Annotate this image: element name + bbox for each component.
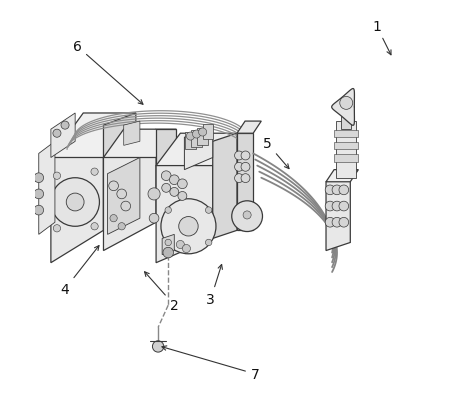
Circle shape [232,201,263,232]
Text: 4: 4 [61,246,99,296]
Circle shape [149,214,159,224]
Circle shape [178,192,187,201]
Circle shape [61,122,69,130]
Polygon shape [336,122,356,178]
Circle shape [51,178,100,227]
Polygon shape [39,142,55,235]
Circle shape [161,199,216,254]
Bar [202,125,213,140]
Circle shape [117,190,127,199]
Bar [185,133,196,150]
Circle shape [121,202,131,211]
Bar [191,131,202,148]
Circle shape [170,188,179,197]
Bar [31,207,39,214]
Circle shape [176,241,184,249]
Circle shape [235,163,244,172]
Circle shape [325,185,335,195]
Circle shape [148,188,160,200]
Circle shape [241,174,250,183]
Polygon shape [103,130,176,158]
Bar [197,129,208,146]
Polygon shape [184,126,213,170]
Circle shape [178,179,187,189]
Circle shape [199,129,207,137]
Polygon shape [103,130,156,251]
Text: 2: 2 [145,272,179,312]
Circle shape [325,202,335,211]
Polygon shape [213,134,237,239]
Bar [341,108,351,130]
Polygon shape [51,114,75,158]
Circle shape [241,151,250,160]
Text: 6: 6 [73,40,143,105]
Circle shape [162,184,171,193]
Circle shape [53,130,61,138]
Circle shape [110,215,117,222]
Text: 7: 7 [162,346,260,381]
Circle shape [91,223,98,230]
Polygon shape [332,90,355,126]
Circle shape [34,173,44,183]
Circle shape [53,225,61,232]
Circle shape [332,218,342,228]
Text: 1: 1 [372,20,391,55]
Circle shape [169,175,179,185]
Circle shape [66,194,84,211]
Text: 3: 3 [206,265,222,306]
Polygon shape [103,114,136,231]
Circle shape [179,217,198,237]
Circle shape [235,151,244,160]
Circle shape [241,163,250,172]
Circle shape [205,207,212,214]
Polygon shape [162,235,174,255]
Circle shape [235,174,244,183]
Polygon shape [156,142,213,263]
Polygon shape [156,134,237,166]
Circle shape [109,181,118,191]
Polygon shape [124,122,140,146]
Polygon shape [51,126,103,263]
Circle shape [243,211,251,220]
Bar [31,175,39,181]
Circle shape [332,185,342,195]
Circle shape [153,341,164,352]
Polygon shape [326,170,358,182]
Circle shape [91,168,98,176]
Polygon shape [326,174,350,251]
Circle shape [332,202,342,211]
Polygon shape [237,134,253,231]
Circle shape [192,131,201,139]
Circle shape [34,206,44,215]
Circle shape [205,240,212,246]
Circle shape [339,185,349,195]
Polygon shape [334,131,358,138]
Text: 5: 5 [263,137,289,169]
Circle shape [186,133,194,141]
Circle shape [339,202,349,211]
Circle shape [182,245,191,253]
Circle shape [340,97,353,110]
Circle shape [163,248,173,258]
Circle shape [165,207,172,214]
Circle shape [325,218,335,228]
Polygon shape [156,130,176,223]
Polygon shape [237,122,261,134]
Polygon shape [51,114,136,158]
Circle shape [165,240,172,246]
Circle shape [118,223,125,230]
Polygon shape [108,158,140,235]
Circle shape [34,190,44,199]
Bar [31,191,39,198]
Polygon shape [334,155,358,162]
Circle shape [339,218,349,228]
Polygon shape [334,143,358,150]
Circle shape [53,173,61,180]
Circle shape [161,171,171,181]
